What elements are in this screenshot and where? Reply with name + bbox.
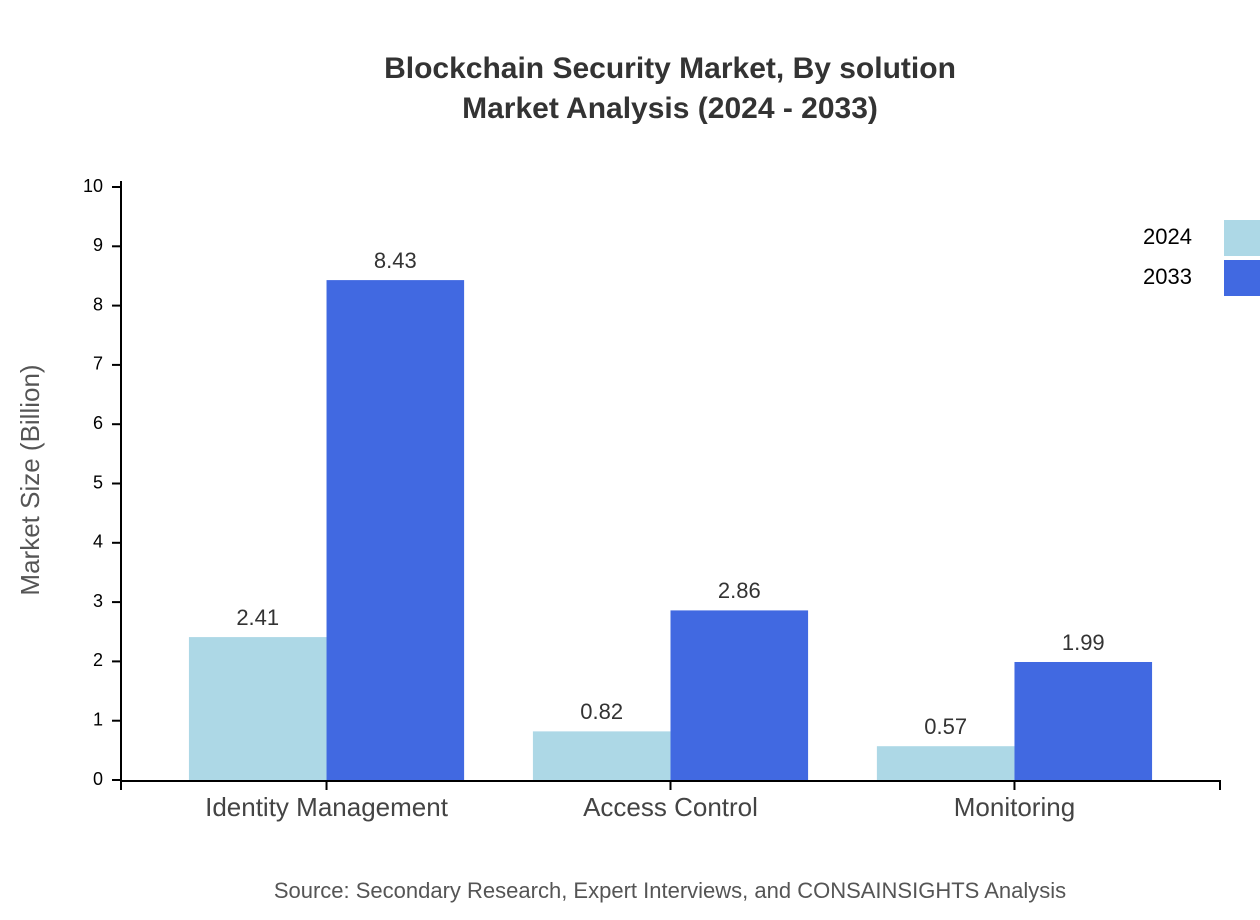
x-tick-label: Monitoring bbox=[954, 792, 1075, 822]
y-tick-label: 5 bbox=[93, 472, 103, 492]
y-tick-label: 7 bbox=[93, 354, 103, 374]
y-axis-title: Market Size (Billion) bbox=[15, 364, 45, 595]
bar bbox=[670, 610, 809, 780]
value-label: 0.82 bbox=[580, 699, 623, 724]
y-tick-label: 3 bbox=[93, 591, 103, 611]
y-tick-label: 10 bbox=[83, 176, 103, 196]
y-tick-label: 0 bbox=[93, 769, 103, 789]
y-tick-label: 6 bbox=[93, 413, 103, 433]
legend-label: 2033 bbox=[1143, 264, 1192, 289]
y-tick-label: 8 bbox=[93, 294, 103, 314]
y-tick-label: 2 bbox=[93, 650, 103, 670]
y-tick-label: 1 bbox=[93, 709, 103, 729]
chart-title: Blockchain Security Market, By solution bbox=[384, 52, 956, 85]
chart-subtitle: Market Analysis (2024 - 2033) bbox=[462, 92, 878, 125]
value-label: 1.99 bbox=[1062, 630, 1105, 655]
bar bbox=[1014, 661, 1153, 780]
value-label: 2.41 bbox=[236, 605, 279, 630]
legend-label: 2024 bbox=[1143, 224, 1192, 249]
bar bbox=[188, 637, 327, 780]
bar bbox=[532, 731, 671, 780]
value-label: 0.57 bbox=[924, 714, 967, 739]
x-tick-label: Access Control bbox=[583, 792, 758, 822]
value-label: 2.86 bbox=[718, 578, 761, 603]
y-tick-label: 4 bbox=[93, 532, 103, 552]
bar bbox=[876, 746, 1015, 780]
source-note: Source: Secondary Research, Expert Inter… bbox=[274, 878, 1066, 903]
legend-swatch bbox=[1224, 260, 1260, 296]
bar bbox=[326, 280, 465, 780]
value-label: 8.43 bbox=[374, 248, 417, 273]
x-tick-label: Identity Management bbox=[205, 792, 449, 822]
legend-swatch bbox=[1224, 220, 1260, 256]
y-tick-label: 9 bbox=[93, 235, 103, 255]
